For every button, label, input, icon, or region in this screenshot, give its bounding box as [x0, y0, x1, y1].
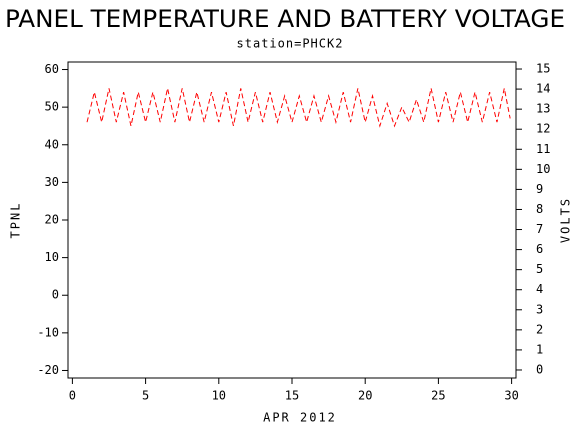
y2-tick-label: 6 — [536, 242, 543, 256]
y2-axis-label: VOLTS — [559, 197, 570, 243]
y2-tick-label: 12 — [536, 122, 550, 136]
y2-tick-label: 10 — [536, 162, 550, 176]
y2-tick-label: 8 — [536, 202, 543, 216]
y2-tick-label: 15 — [536, 62, 550, 76]
x-tick-label: 10 — [212, 389, 226, 403]
y-tick-label: 60 — [45, 62, 59, 76]
chart-title: PANEL TEMPERATURE AND BATTERY VOLTAGE — [5, 5, 565, 33]
y-tick-label: 50 — [45, 100, 59, 114]
y2-tick-label: 11 — [536, 142, 550, 156]
x-tick-label: 15 — [285, 389, 299, 403]
y2-tick-label: 2 — [536, 322, 543, 336]
y2-tick-label: 9 — [536, 182, 543, 196]
x-axis-label: APR 2012 — [263, 411, 337, 425]
x-tick-label: 5 — [142, 389, 149, 403]
y2-tick-label: 7 — [536, 222, 543, 236]
plot-frame — [68, 62, 516, 378]
y-tick-label: 40 — [45, 137, 59, 151]
y-axis-label: TPNL — [9, 202, 23, 239]
y2-tick-label: 1 — [536, 342, 543, 356]
y2-tick-label: 0 — [536, 362, 543, 376]
y-tick-label: 10 — [45, 250, 59, 264]
y-tick-label: 0 — [52, 288, 59, 302]
x-tick-label: 30 — [504, 389, 518, 403]
subtitle: station=PHCK2 — [237, 37, 344, 51]
data-line — [87, 88, 510, 126]
x-tick-label: 20 — [358, 389, 372, 403]
y-tick-label: -10 — [37, 325, 59, 339]
x-tick-label: 25 — [431, 389, 445, 403]
y-tick-label: -20 — [37, 363, 59, 377]
y-tick-label: 30 — [45, 175, 59, 189]
x-tick-label: 0 — [69, 389, 76, 403]
y2-tick-label: 3 — [536, 302, 543, 316]
y2-tick-label: 5 — [536, 262, 543, 276]
y2-tick-label: 14 — [536, 82, 550, 96]
y2-tick-label: 4 — [536, 282, 543, 296]
y2-tick-label: 13 — [536, 102, 550, 116]
y-tick-label: 20 — [45, 213, 59, 227]
